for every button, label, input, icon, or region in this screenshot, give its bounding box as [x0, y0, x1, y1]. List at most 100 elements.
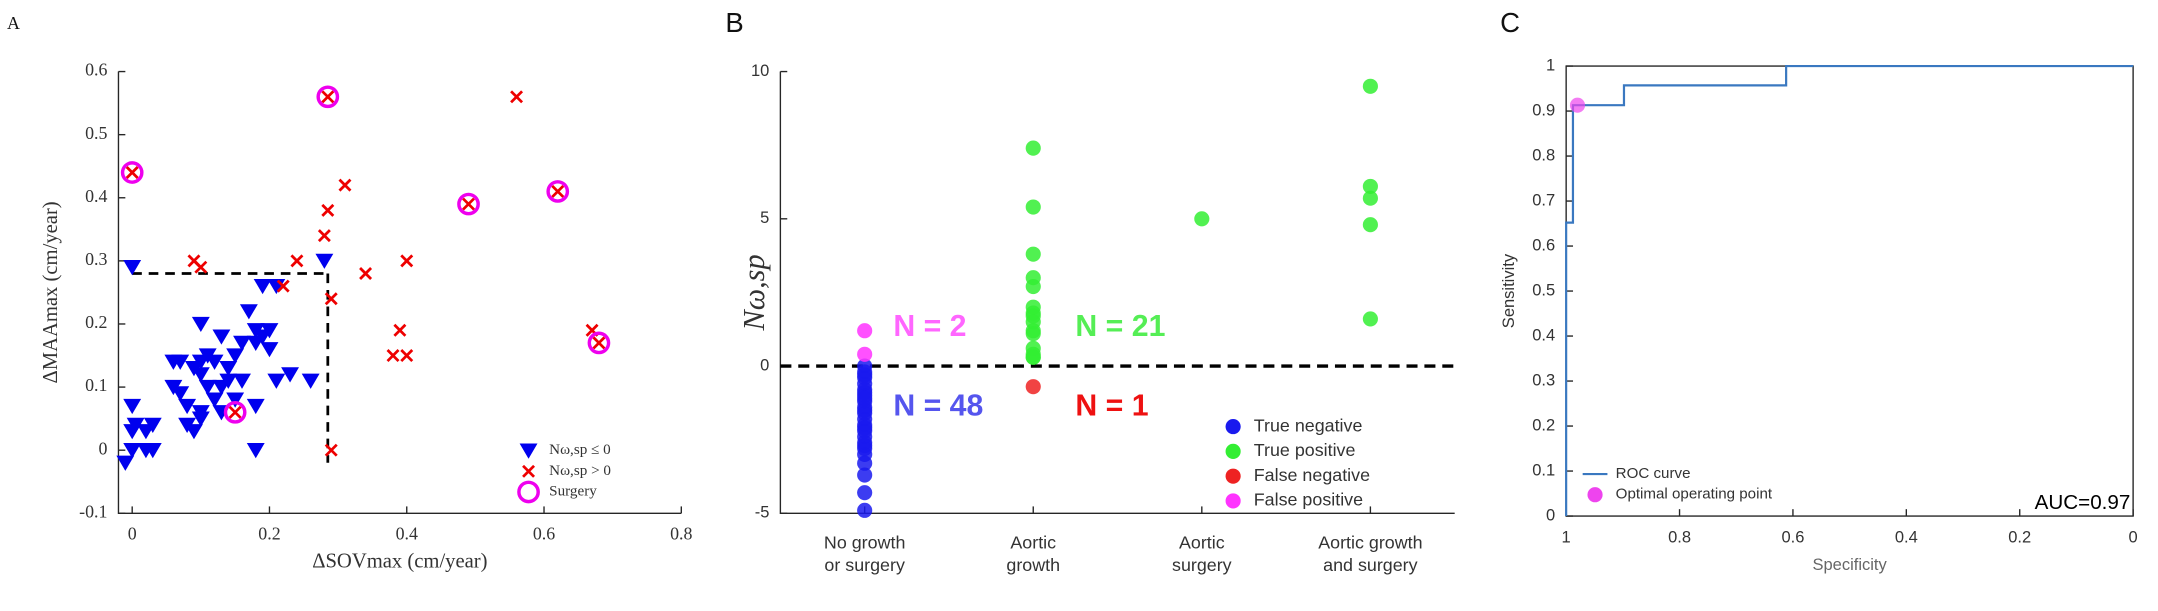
y-tick-label: 0.5	[85, 123, 107, 143]
y-tick-label: 0	[99, 438, 108, 458]
y-tick-label: 10	[751, 62, 769, 80]
point	[281, 367, 300, 383]
point	[592, 336, 606, 350]
point	[239, 304, 258, 320]
point	[194, 260, 208, 274]
point	[191, 411, 210, 427]
point	[226, 348, 245, 364]
point	[164, 379, 183, 396]
point	[143, 417, 162, 433]
point	[393, 323, 407, 337]
point	[123, 443, 142, 459]
panel-letter: B	[725, 7, 743, 38]
point	[260, 342, 279, 358]
legend-label: Nω,sp ≤ 0	[549, 442, 611, 458]
point	[1025, 326, 1041, 342]
legend-label: True positive	[1254, 440, 1356, 460]
x-tick-label: 0.2	[258, 523, 280, 543]
y-tick-label: 0.6	[1532, 236, 1555, 254]
point	[386, 349, 400, 363]
point	[116, 455, 135, 471]
legend-swatch	[1225, 419, 1241, 435]
annotation: N = 48	[893, 389, 983, 422]
legend-swatch	[1225, 468, 1241, 484]
y-tick-label: 5	[760, 209, 769, 227]
y-tick-label: 0.9	[1532, 101, 1555, 119]
y-tick-label: 0.4	[85, 186, 107, 206]
y-tick-label: 0.2	[85, 312, 107, 332]
point	[223, 400, 247, 424]
y-tick-label: -5	[755, 504, 770, 522]
y-tick-label: 0.4	[1532, 326, 1555, 344]
x-tick-label: 0.2	[2008, 528, 2031, 546]
legend-swatch	[1587, 487, 1603, 503]
panel-c: C 0 0.1 0.2 0.3 0.4 0.5 0.6 0.7 0.8 0.9 1 1 0.8 0.6 0.4…	[1500, 7, 2138, 574]
y-tick-label: 0.5	[1532, 281, 1555, 299]
point	[457, 192, 480, 216]
point	[857, 390, 873, 407]
point	[857, 502, 873, 518]
point	[1569, 97, 1586, 113]
point	[143, 443, 162, 459]
point	[246, 443, 265, 459]
x-tick-label: Aortic surgery	[1172, 532, 1232, 574]
point	[317, 229, 331, 243]
point	[233, 373, 251, 389]
point	[191, 367, 210, 383]
point	[290, 254, 304, 268]
point	[338, 178, 352, 192]
point	[205, 354, 224, 370]
y-tick-label: 0.7	[1532, 191, 1555, 209]
point	[857, 367, 873, 383]
x-axis-label: ΔSOVmax (cm/year)	[312, 551, 487, 573]
legend-label: False positive	[1254, 490, 1363, 510]
panel-a: A -0.1 0 0.1 0.2 0.3 0.4 0.5 0.6 0 0.2 0.4 0.6 0.8 ΔSO…	[7, 13, 693, 573]
point	[324, 443, 338, 457]
point	[1025, 349, 1041, 365]
point	[301, 373, 320, 389]
y-tick-label: 0.3	[1532, 371, 1555, 389]
y-tick-label: 0.8	[1532, 146, 1555, 164]
point	[1362, 217, 1378, 233]
point	[315, 253, 334, 269]
point	[857, 323, 873, 339]
x-axis-label: Specificity	[1812, 556, 1887, 574]
legend-swatch	[1225, 443, 1241, 459]
x-tick-label: 0.8	[670, 523, 692, 543]
roc-line	[1565, 64, 2134, 517]
x-tick-label: Aortic growth	[1006, 532, 1060, 574]
point	[359, 267, 373, 280]
y-tick-label: 0	[760, 356, 769, 374]
y-tick-label: 0.6	[85, 60, 107, 80]
y-tick-label: 0.1	[85, 375, 107, 395]
point	[120, 161, 144, 184]
x-tick-label: 0	[2129, 528, 2138, 546]
point	[178, 398, 197, 415]
point	[1362, 311, 1378, 327]
x-tick-label: No growth or surgery	[824, 532, 905, 574]
point	[462, 197, 475, 211]
point	[510, 90, 524, 104]
point	[857, 467, 873, 483]
point	[324, 292, 338, 306]
y-tick-label: -0.1	[79, 501, 107, 521]
legend-swatch	[519, 443, 538, 459]
point	[178, 417, 197, 433]
legend-label: Surgery	[549, 483, 597, 499]
point	[171, 354, 190, 370]
legend-label: ROC curve	[1616, 465, 1691, 482]
x-tick-label: 0.6	[1781, 528, 1804, 546]
x-tick-label: 0	[128, 523, 137, 543]
point	[123, 260, 142, 276]
legend-label: Optimal operating point	[1616, 486, 1773, 503]
point	[857, 437, 873, 454]
point	[1025, 140, 1041, 156]
x-tick-label: 0.4	[1895, 528, 1918, 546]
point	[205, 392, 224, 408]
point	[1362, 178, 1378, 194]
point	[400, 349, 414, 363]
point	[1025, 199, 1041, 215]
point	[1025, 246, 1041, 262]
